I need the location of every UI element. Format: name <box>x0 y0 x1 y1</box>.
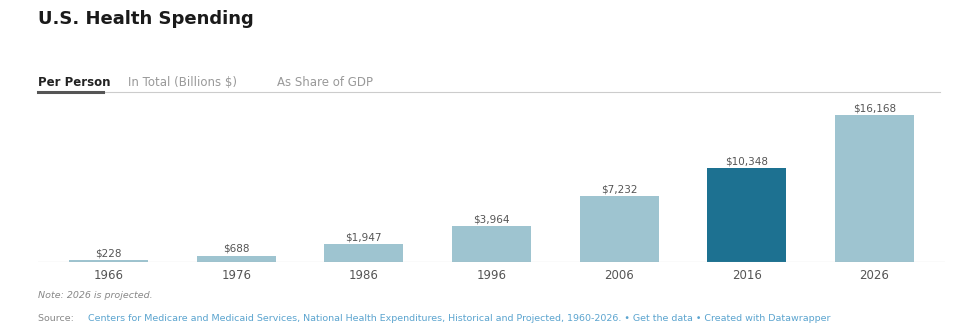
Text: $10,348: $10,348 <box>725 156 768 166</box>
Text: Note: 2026 is projected.: Note: 2026 is projected. <box>38 291 153 300</box>
Text: As Share of GDP: As Share of GDP <box>276 76 372 89</box>
Bar <box>707 168 786 262</box>
Bar <box>452 226 531 262</box>
Bar <box>69 260 148 262</box>
Bar <box>197 256 276 262</box>
Text: U.S. Health Spending: U.S. Health Spending <box>38 10 254 28</box>
Text: $688: $688 <box>222 244 249 254</box>
Bar <box>835 115 914 262</box>
Text: Per Person: Per Person <box>38 76 111 89</box>
Bar <box>324 244 404 262</box>
Text: $16,168: $16,168 <box>853 103 896 113</box>
Text: $3,964: $3,964 <box>473 214 510 224</box>
Text: In Total (Billions $): In Total (Billions $) <box>129 76 238 89</box>
Bar <box>579 197 659 262</box>
Text: $228: $228 <box>95 248 122 258</box>
Text: Source:: Source: <box>38 314 78 323</box>
Text: $7,232: $7,232 <box>601 184 638 195</box>
Text: Centers for Medicare and Medicaid Services, National Health Expenditures, Histor: Centers for Medicare and Medicaid Servic… <box>88 314 830 323</box>
Text: $1,947: $1,947 <box>345 233 382 242</box>
